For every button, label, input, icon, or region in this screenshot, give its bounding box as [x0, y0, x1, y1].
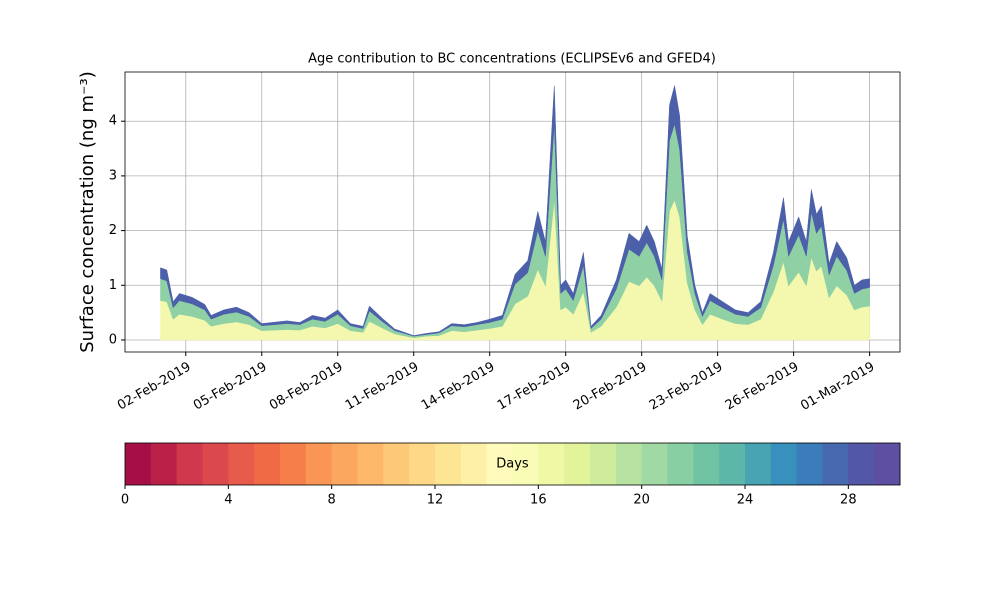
x-tick-label: 02-Feb-2019	[115, 360, 194, 414]
y-tick-label: 4	[109, 114, 117, 129]
color-swatch	[460, 443, 488, 485]
color-swatch	[615, 443, 643, 485]
color-swatch	[693, 443, 720, 485]
colorbar-tick-label: 12	[427, 493, 444, 508]
y-tick-label: 1	[109, 278, 117, 293]
chart-title: Age contribution to BC concentrations (E…	[308, 52, 716, 67]
colorbar-tick-label: 0	[121, 493, 129, 508]
color-swatch	[305, 443, 333, 485]
colorbar-tick-label: 24	[737, 493, 754, 508]
color-swatch	[512, 443, 539, 485]
color-swatch	[176, 443, 203, 485]
color-swatch	[590, 443, 617, 485]
color-swatch	[280, 443, 307, 485]
y-tick-label: 3	[109, 168, 117, 183]
color-swatch	[228, 443, 255, 485]
color-swatch	[641, 443, 668, 485]
color-swatch	[770, 443, 798, 485]
color-swatch	[538, 443, 565, 485]
x-tick-label: 20-Feb-2019	[571, 360, 650, 414]
color-swatch	[150, 443, 178, 485]
color-swatch	[848, 443, 875, 485]
color-swatch	[796, 443, 823, 485]
colorbar-tick-label: 16	[530, 493, 547, 508]
plot-frame	[124, 71, 901, 353]
x-tick-label: 14-Feb-2019	[419, 360, 498, 414]
x-tick-label: 17-Feb-2019	[495, 360, 574, 414]
color-swatch	[202, 443, 229, 485]
color-swatch	[435, 443, 462, 485]
color-swatch	[874, 443, 901, 485]
area-layer	[160, 199, 870, 341]
color-swatch	[822, 443, 849, 485]
x-tick-label: 08-Feb-2019	[267, 360, 346, 414]
x-tick-label: 01-Mar-2019	[798, 360, 877, 414]
color-swatch	[745, 443, 772, 485]
y-axis-label: Surface concentration (ng m⁻³)	[77, 71, 98, 353]
area-layer	[160, 85, 870, 337]
colorbar-tick-label: 28	[840, 493, 857, 508]
color-swatch	[125, 443, 152, 485]
color-swatch	[254, 443, 281, 485]
color-swatch	[564, 443, 591, 485]
y-tick-label: 0	[109, 332, 117, 347]
color-swatch	[486, 443, 513, 485]
x-tick-label: 26-Feb-2019	[723, 360, 802, 414]
color-swatch	[383, 443, 410, 485]
color-swatch	[409, 443, 436, 485]
color-swatch	[331, 443, 358, 485]
colorbar-label: Days	[496, 457, 529, 472]
x-tick-label: 05-Feb-2019	[191, 360, 270, 414]
colorbar-tick-label: 20	[633, 493, 650, 508]
color-swatch	[719, 443, 746, 485]
color-swatch	[357, 443, 384, 485]
colorbar-tick-label: 4	[224, 493, 232, 508]
colorbar-frame	[124, 442, 901, 486]
y-tick-label: 2	[109, 223, 117, 238]
color-swatch	[667, 443, 694, 485]
x-tick-label: 23-Feb-2019	[647, 360, 726, 414]
colorbar-tick-label: 8	[328, 493, 336, 508]
x-tick-label: 11-Feb-2019	[343, 360, 422, 414]
